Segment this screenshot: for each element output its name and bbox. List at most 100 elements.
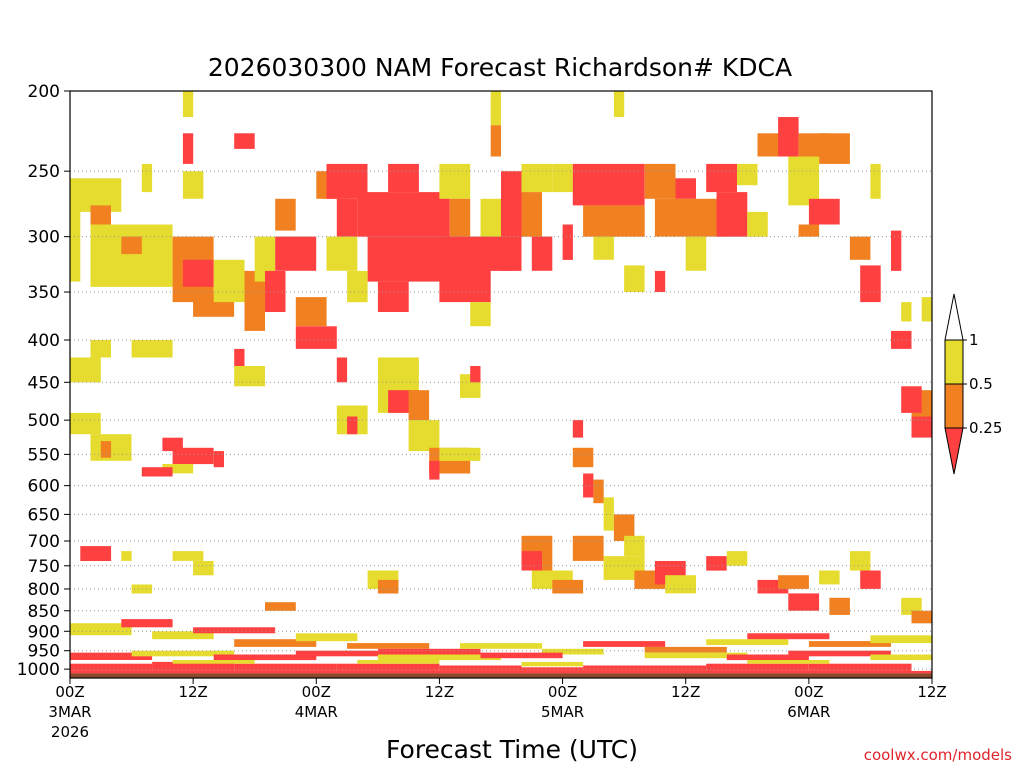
heatmap-cell bbox=[521, 667, 584, 671]
heatmap-cell bbox=[275, 198, 296, 231]
heatmap-cell bbox=[849, 551, 871, 571]
heatmap-cell bbox=[90, 340, 111, 358]
heatmap-cell bbox=[265, 602, 296, 611]
heatmap-cell bbox=[891, 230, 902, 271]
heatmap-cell bbox=[408, 390, 430, 421]
heatmap-cell bbox=[80, 546, 112, 561]
heatmap-cell bbox=[654, 270, 666, 292]
heatmap-cell bbox=[521, 192, 542, 237]
heatmap-cell bbox=[152, 631, 214, 640]
heatmap-cell bbox=[490, 125, 501, 157]
heatmap-cell bbox=[716, 192, 748, 237]
heatmap-cell bbox=[234, 663, 337, 671]
heatmap-cell bbox=[726, 551, 748, 566]
heatmap-cell bbox=[501, 171, 522, 271]
heatmap-cell bbox=[778, 575, 809, 589]
legend-label: 1 bbox=[969, 331, 979, 349]
heatmap-cell bbox=[90, 224, 173, 287]
heatmap-cell bbox=[70, 185, 81, 282]
heatmap-cell bbox=[531, 236, 553, 271]
heatmap-cell bbox=[234, 133, 255, 149]
heatmap-cell bbox=[336, 198, 358, 237]
heatmap-cell bbox=[572, 447, 594, 468]
heatmap-cell bbox=[706, 663, 809, 671]
credit-text: coolwx.com/models bbox=[864, 746, 1012, 764]
heatmap-cell bbox=[121, 619, 173, 628]
chart-title: 2026030300 NAM Forecast Richardson# KDCA bbox=[208, 53, 792, 82]
x-tick-label: 12Z bbox=[178, 683, 207, 701]
heatmap-cell bbox=[152, 661, 235, 671]
y-tick-label: 350 bbox=[28, 283, 60, 303]
y-tick-label: 600 bbox=[28, 477, 60, 497]
heatmap-cell bbox=[460, 643, 543, 649]
y-axis: 200 250 300 350 400 450 500 550 600 650 700 750 8008… bbox=[17, 82, 70, 680]
heatmap-cell bbox=[347, 270, 368, 303]
heatmap-cell bbox=[552, 163, 573, 193]
y-tick-label: 450 bbox=[28, 373, 60, 393]
heatmap-cell bbox=[295, 633, 358, 642]
heatmap-cell bbox=[654, 198, 727, 237]
heatmap-cell bbox=[870, 654, 932, 661]
heatmap-cell bbox=[131, 584, 153, 594]
heatmap-cell bbox=[449, 198, 471, 237]
heatmap-cell bbox=[829, 597, 850, 615]
heatmap-cell bbox=[603, 556, 645, 580]
heatmap-cell bbox=[798, 224, 820, 237]
heatmap-cell bbox=[347, 416, 358, 435]
heatmap-cell bbox=[675, 178, 696, 199]
heatmap-cell bbox=[193, 561, 214, 576]
heatmap-cell bbox=[521, 551, 542, 571]
heatmap-cell bbox=[901, 386, 922, 413]
heatmap-cell bbox=[326, 236, 358, 271]
heatmap-cell bbox=[911, 610, 932, 624]
heatmap-cell bbox=[275, 236, 317, 271]
heatmap-cell bbox=[439, 447, 481, 461]
heatmap-cell bbox=[808, 198, 840, 225]
heatmap-cell bbox=[182, 133, 194, 164]
heatmap-cell bbox=[583, 641, 666, 647]
x-tick-date: 4MAR bbox=[295, 703, 338, 721]
y-tick-label: 1000 bbox=[17, 660, 60, 680]
heatmap-cell bbox=[747, 211, 768, 237]
heatmap-cell bbox=[613, 91, 625, 117]
heatmap-cell bbox=[644, 163, 676, 199]
heatmap-cell bbox=[685, 236, 707, 271]
heatmap-cell bbox=[706, 163, 737, 193]
heatmap-cell bbox=[388, 163, 419, 193]
heatmap-cell bbox=[572, 163, 645, 206]
heatmap-cell bbox=[295, 297, 327, 327]
heatmap-cell bbox=[726, 654, 809, 661]
heatmap-cell bbox=[213, 259, 245, 303]
heatmap-cell bbox=[788, 156, 820, 206]
y-tick-label: 550 bbox=[28, 445, 60, 465]
y-tick-label: 800 bbox=[28, 580, 60, 600]
y-tick-label: 250 bbox=[28, 162, 60, 182]
heatmap-cell bbox=[172, 551, 204, 561]
heatmap-cell bbox=[70, 412, 101, 435]
heatmap-cell bbox=[213, 451, 224, 468]
heatmap-cell bbox=[70, 652, 153, 660]
heatmap-cell bbox=[182, 171, 204, 199]
x-tick-label: 12Z bbox=[917, 683, 946, 701]
y-tick-label: 900 bbox=[28, 622, 60, 642]
y-tick-label: 400 bbox=[28, 331, 60, 351]
heatmap-cell bbox=[131, 340, 173, 358]
heatmap-cell bbox=[624, 535, 645, 556]
heatmap-cell bbox=[70, 670, 932, 674]
heatmap-cell bbox=[357, 660, 440, 664]
heatmap-cell bbox=[377, 648, 481, 655]
x-tick-date: 6MAR bbox=[787, 703, 830, 721]
heatmap-cell bbox=[377, 579, 399, 594]
heatmap-cell bbox=[593, 236, 614, 260]
x-tick-label: 00Z bbox=[302, 683, 331, 701]
heatmap-cell bbox=[901, 302, 912, 322]
heatmap-cell bbox=[193, 627, 276, 634]
y-tick-label: 200 bbox=[28, 82, 60, 102]
y-tick-label: 750 bbox=[28, 557, 60, 577]
heatmap-cell bbox=[706, 639, 789, 645]
heatmap-cell bbox=[172, 447, 214, 465]
heatmap-cell bbox=[613, 514, 635, 541]
heatmap-cell bbox=[747, 660, 830, 664]
ground-band bbox=[70, 673, 932, 678]
legend-arrow-top bbox=[944, 293, 964, 341]
